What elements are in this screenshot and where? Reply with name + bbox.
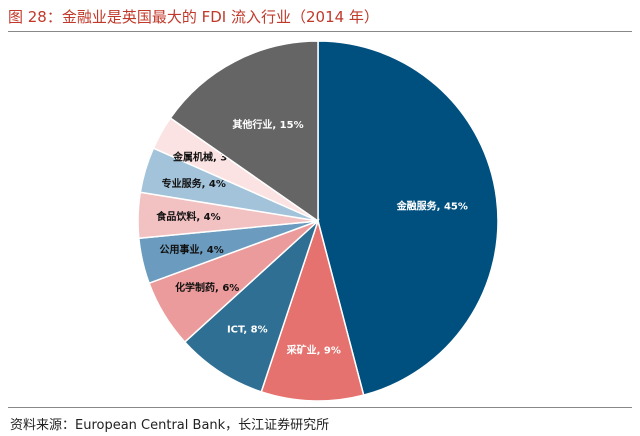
source-note: 资料来源：European Central Bank，长江证券研究所 xyxy=(10,418,330,433)
slice-label: 食品饮料, 4% xyxy=(155,210,220,223)
slice-label: 其他行业, 15% xyxy=(232,118,303,131)
slice-label: 专业服务, 4% xyxy=(162,177,226,190)
pie-slice xyxy=(260,218,365,402)
slice-label: ICT, 8% xyxy=(227,325,268,336)
slice-label: 公用事业, 4% xyxy=(159,243,223,256)
source-divider xyxy=(8,407,632,408)
slice-label: 化学制药, 6% xyxy=(175,281,239,294)
chart-title: 图 28：金融业是英国最大的 FDI 流入行业（2014 年） xyxy=(8,8,379,26)
slice-label: 金融服务, 45% xyxy=(396,199,468,212)
pie-slice xyxy=(317,40,499,397)
title-divider xyxy=(8,31,632,32)
pie-chart-area: 金融服务, 45% 采矿业, 9% ICT, 8% 化学制药, 6% 公用事业, 4% 食… xyxy=(0,32,640,404)
pie-chart: 金融服务, 45% 采矿业, 9% ICT, 8% 化学制药, 6% 公用事业, 4% 食… xyxy=(137,40,499,402)
slice-label: 采矿业, 9% xyxy=(286,344,341,357)
pie-slice xyxy=(169,40,319,223)
pie-slice xyxy=(183,218,320,393)
